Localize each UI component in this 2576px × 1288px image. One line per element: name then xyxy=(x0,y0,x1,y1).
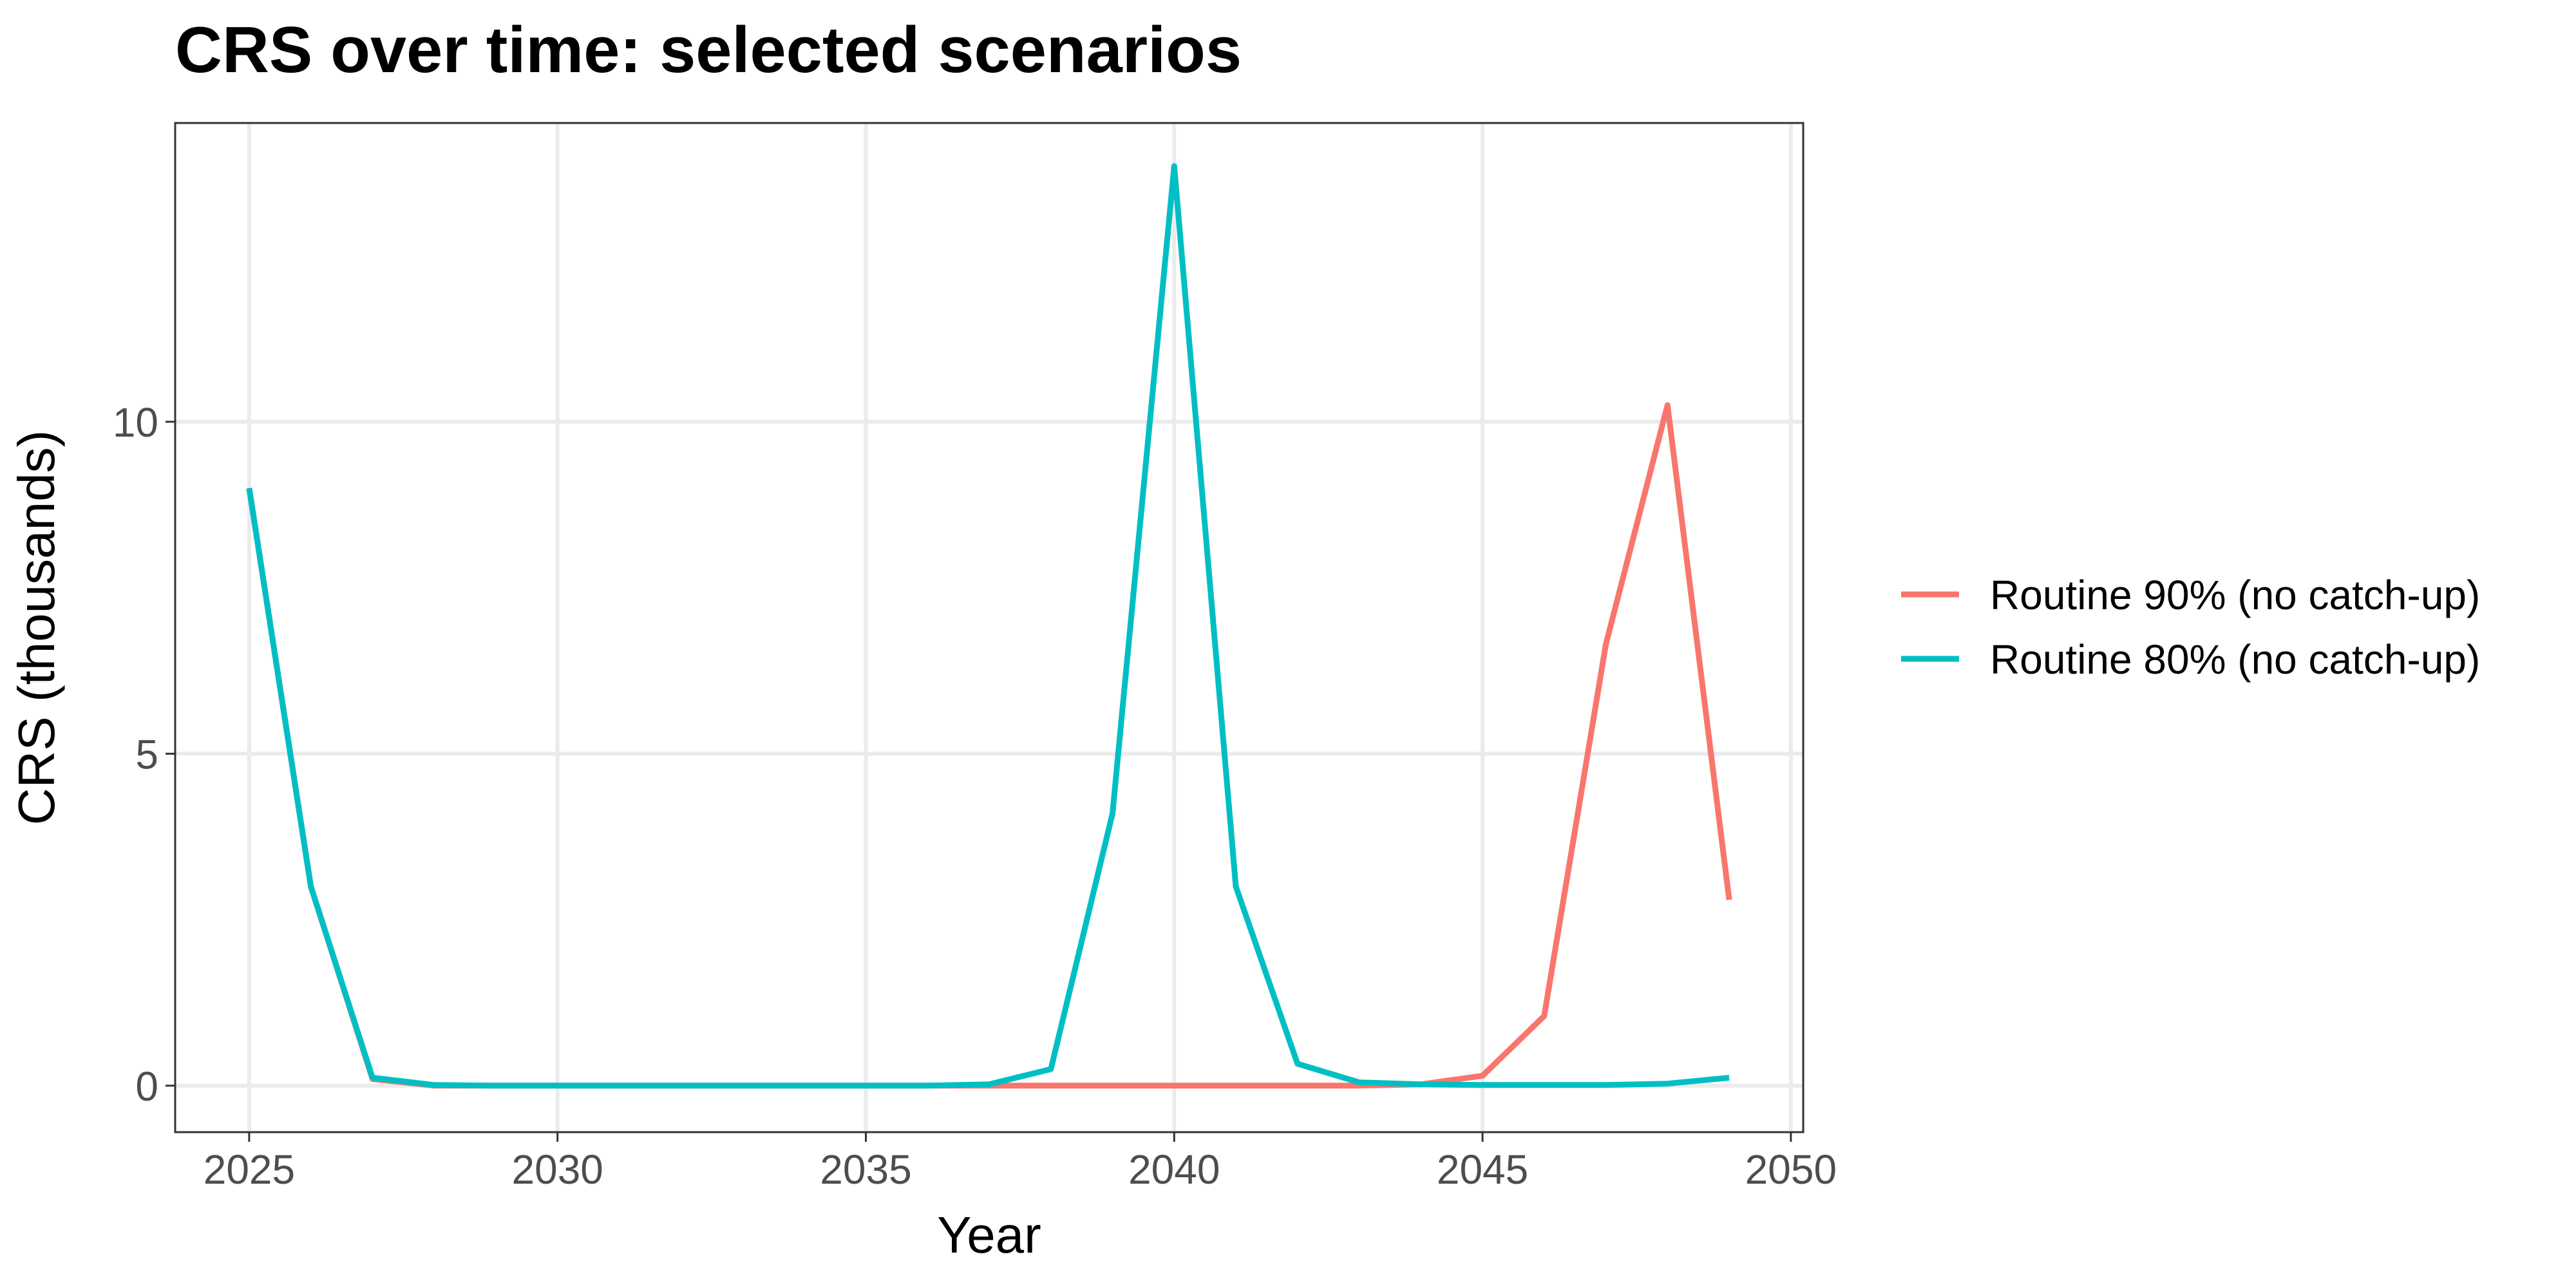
y-tick-label-10: 10 xyxy=(113,399,158,446)
y-axis: 0 5 10 xyxy=(113,399,175,1110)
y-axis-title: CRS (thousands) xyxy=(8,430,65,826)
series-lines xyxy=(246,163,1732,1089)
plot-panel-border xyxy=(174,122,1804,1133)
x-tick-label-2045: 2045 xyxy=(1437,1146,1528,1193)
gridlines xyxy=(175,123,1803,1132)
x-tick-label-2025: 2025 xyxy=(204,1146,295,1193)
series-line-2 xyxy=(246,163,1730,1089)
x-tick-label-2030: 2030 xyxy=(512,1146,603,1193)
x-tick-label-2040: 2040 xyxy=(1128,1146,1220,1193)
legend-label-1: Routine 90% (no catch-up) xyxy=(1990,572,2480,618)
x-tick-label-2035: 2035 xyxy=(820,1146,911,1193)
x-axis: 2025 2030 2035 2040 2045 2050 xyxy=(204,1132,1837,1193)
x-axis-title: Year xyxy=(937,1206,1041,1264)
chart-title: CRS over time: selected scenarios xyxy=(175,14,1242,86)
series-line-1 xyxy=(246,402,1732,1089)
y-tick-label-0: 0 xyxy=(135,1063,158,1110)
legend-label-2: Routine 80% (no catch-up) xyxy=(1990,636,2480,683)
y-tick-label-5: 5 xyxy=(135,731,158,777)
legend: Routine 90% (no catch-up) Routine 80% (no… xyxy=(1901,572,2480,683)
x-tick-label-2050: 2050 xyxy=(1745,1146,1837,1193)
